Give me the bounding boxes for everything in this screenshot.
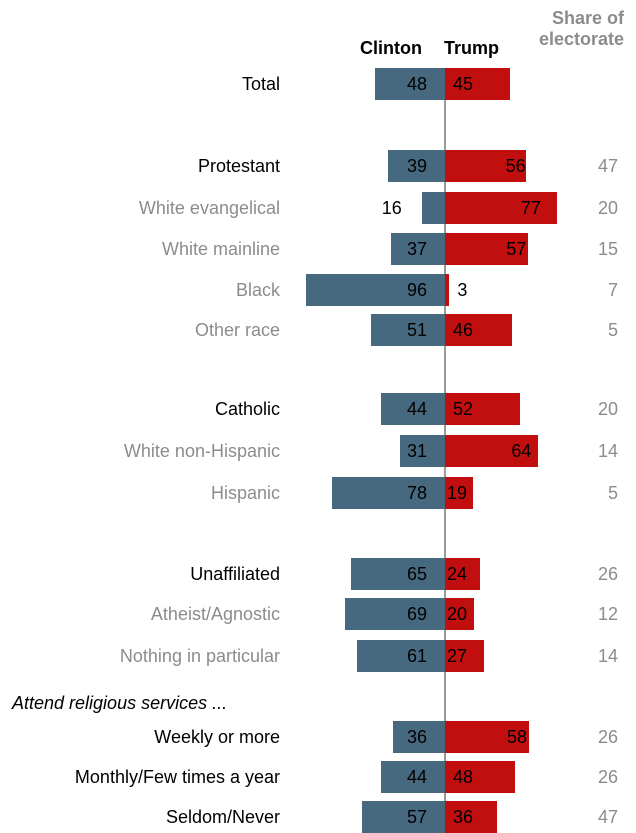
category-label: Monthly/Few times a year — [74, 767, 280, 787]
share-of-electorate-value: 26 — [597, 767, 618, 787]
category-label: Hispanic — [210, 483, 280, 503]
trump-bar — [445, 435, 538, 467]
clinton-value-label: 44 — [406, 767, 428, 787]
share-of-electorate-value: 26 — [597, 727, 618, 747]
category-label: White non-Hispanic — [123, 441, 280, 461]
share-of-electorate-value: 47 — [597, 156, 618, 176]
trump-value-label: 19 — [447, 483, 468, 503]
trump-bar — [445, 274, 450, 306]
trump-column-header: Trump — [444, 38, 500, 58]
trump-value-label: 52 — [453, 399, 474, 419]
share-of-electorate-value: 12 — [597, 604, 618, 624]
share-of-electorate-value: 14 — [597, 646, 618, 666]
clinton-bar — [344, 598, 445, 630]
clinton-value-label: 16 — [381, 198, 402, 218]
trump-value-label: 56 — [505, 156, 526, 176]
trump-bar — [445, 68, 511, 100]
category-label: Other race — [194, 320, 280, 340]
category-label: Total — [241, 74, 280, 94]
category-label: White evangelical — [138, 198, 280, 218]
clinton-value-label: 48 — [406, 74, 428, 94]
trump-bar — [445, 558, 480, 590]
share-of-electorate-value: 5 — [607, 320, 618, 340]
share-of-electorate-value: 14 — [597, 441, 618, 461]
share-of-electorate-value: 20 — [597, 399, 618, 419]
clinton-value-label: 78 — [406, 483, 428, 503]
clinton-value-label: 69 — [406, 604, 428, 624]
clinton-bar — [362, 801, 445, 833]
trump-bar — [445, 761, 515, 793]
trump-bar — [445, 477, 473, 509]
clinton-value-label: 39 — [406, 156, 428, 176]
clinton-value-label: 65 — [406, 564, 428, 584]
trump-value-label: 48 — [453, 767, 474, 787]
trump-value-label: 45 — [453, 74, 474, 94]
share-of-electorate-value: 5 — [607, 483, 618, 503]
clinton-bar — [350, 558, 445, 590]
clinton-value-label: 31 — [406, 441, 428, 461]
trump-bar — [445, 314, 512, 346]
trump-bar — [445, 150, 527, 182]
category-label: Weekly or more — [154, 727, 280, 747]
share-column-header: Share of electorate — [539, 8, 624, 50]
category-label: Catholic — [214, 399, 280, 419]
category-label: Protestant — [197, 156, 280, 176]
clinton-bar — [331, 477, 445, 509]
clinton-bar — [375, 68, 445, 100]
trump-value-label: 3 — [457, 280, 468, 300]
trump-bar — [445, 393, 521, 425]
trump-value-label: 58 — [507, 727, 528, 747]
clinton-column-header: Clinton — [360, 38, 422, 58]
clinton-bar — [371, 314, 445, 346]
trump-value-label: 57 — [506, 239, 527, 259]
clinton-value-label: 96 — [406, 280, 428, 300]
clinton-value-label: 36 — [406, 727, 428, 747]
share-of-electorate-value: 7 — [607, 280, 618, 300]
trump-bar — [445, 640, 485, 672]
clinton-bar — [391, 233, 445, 265]
share-of-electorate-value: 26 — [597, 564, 618, 584]
trump-bar — [445, 721, 530, 753]
category-label: White mainline — [161, 239, 280, 259]
group-heading-religious-attendance: Attend religious services ... — [12, 693, 228, 713]
trump-value-label: 20 — [447, 604, 468, 624]
category-label: Nothing in particular — [119, 646, 280, 666]
trump-bar — [445, 598, 474, 630]
category-label: Unaffiliated — [190, 564, 280, 584]
clinton-bar — [388, 150, 445, 182]
clinton-bar — [381, 761, 445, 793]
clinton-bar — [356, 640, 445, 672]
clinton-value-label: 61 — [406, 646, 428, 666]
share-header-line2: electorate — [538, 29, 624, 49]
trump-value-label: 64 — [511, 441, 532, 461]
trump-bar — [445, 192, 557, 224]
share-of-electorate-value: 20 — [597, 198, 618, 218]
trump-bar — [445, 233, 528, 265]
clinton-bar — [305, 274, 445, 306]
trump-value-label: 27 — [447, 646, 468, 666]
clinton-bar — [381, 393, 445, 425]
clinton-value-label: 37 — [406, 239, 428, 259]
category-label: Black — [235, 280, 280, 300]
share-of-electorate-value: 15 — [597, 239, 618, 259]
category-label: Atheist/Agnostic — [150, 604, 280, 624]
trump-value-label: 36 — [453, 807, 474, 827]
category-label: Seldom/Never — [165, 807, 280, 827]
clinton-value-label: 51 — [406, 320, 428, 340]
trump-value-label: 77 — [520, 198, 541, 218]
trump-value-label: 46 — [453, 320, 474, 340]
trump-value-label: 24 — [447, 564, 468, 584]
share-of-electorate-value: 47 — [597, 807, 618, 827]
share-header-line1: Share of — [551, 8, 624, 28]
clinton-value-label: 44 — [406, 399, 428, 419]
clinton-bar — [421, 192, 445, 224]
trump-bar — [445, 801, 498, 833]
clinton-value-label: 57 — [406, 807, 428, 827]
clinton-bar — [392, 721, 445, 753]
clinton-bar — [400, 435, 445, 467]
